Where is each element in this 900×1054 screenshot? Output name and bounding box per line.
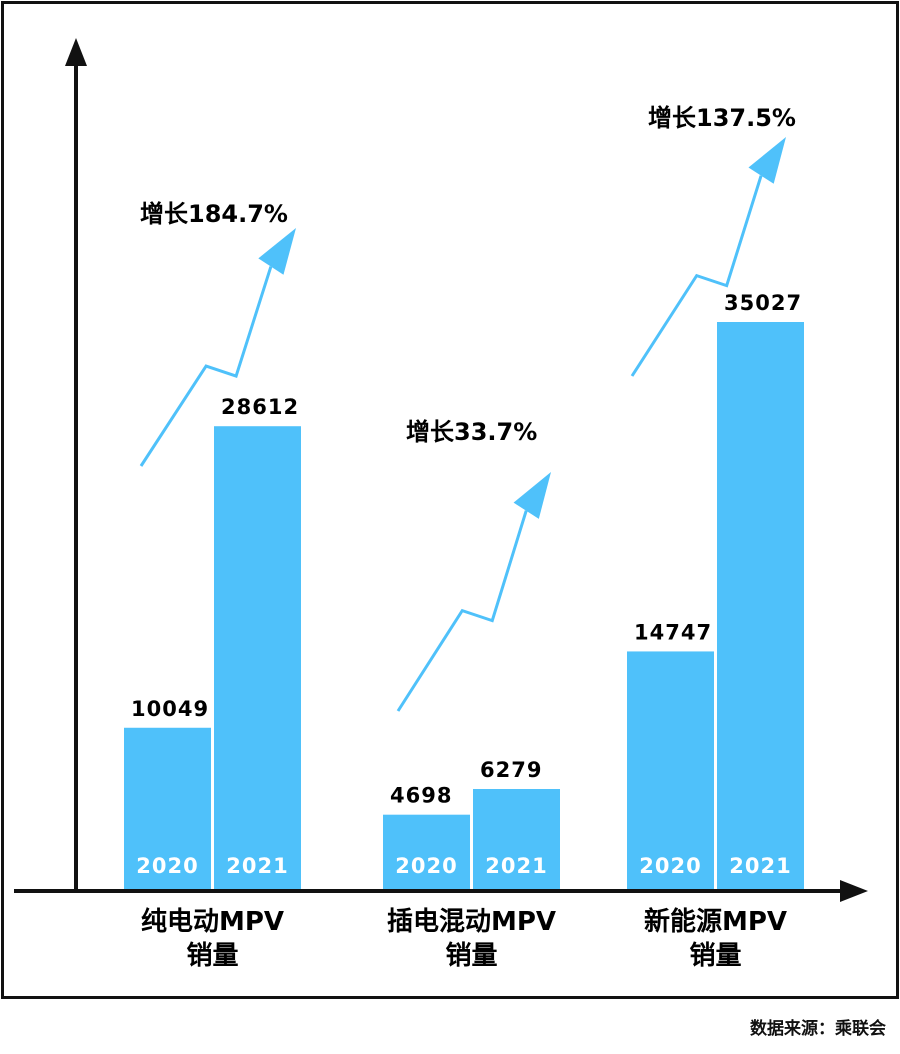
year-label-2020-2: 2020 xyxy=(395,854,457,878)
bar-2021-1 xyxy=(214,426,301,891)
growth-arrowhead-2 xyxy=(513,472,551,519)
year-label-2021-1: 2021 xyxy=(226,854,288,878)
year-label-2021-3: 2021 xyxy=(729,854,791,878)
category-label-3-line-1: 新能源MPV xyxy=(644,906,787,937)
category-label-1-line-2: 销量 xyxy=(186,941,238,971)
year-label-2020-3: 2020 xyxy=(639,854,701,878)
value-label-2021-3: 35027 xyxy=(724,291,802,315)
source-note: 数据来源：乘联会 xyxy=(750,1019,886,1039)
x-axis-arrowhead xyxy=(840,880,868,902)
category-label-2-line-2: 销量 xyxy=(445,941,497,971)
chart-frame xyxy=(1,1,899,999)
growth-arrow-3 xyxy=(630,175,763,377)
bar-2020-3 xyxy=(627,651,714,891)
bar-2020-1 xyxy=(124,727,211,891)
growth-arrow-1 xyxy=(139,266,273,467)
category-label-2-line-1: 插电混动MPV xyxy=(387,907,556,937)
category-label-3-line-2: 销量 xyxy=(689,941,741,971)
year-label-2021-2: 2021 xyxy=(485,854,547,878)
value-label-2021-1: 28612 xyxy=(221,395,299,419)
category-label-1-line-1: 纯电动MPV xyxy=(141,906,284,937)
growth-arrowhead-3 xyxy=(748,137,786,184)
growth-arrow-2 xyxy=(396,510,528,712)
value-label-2021-2: 6279 xyxy=(480,758,542,782)
growth-label-3: 增长137.5% xyxy=(648,104,796,132)
year-label-2020-1: 2020 xyxy=(136,854,198,878)
growth-label-2: 增长33.7% xyxy=(406,418,537,446)
value-label-2020-2: 4698 xyxy=(390,784,452,808)
bar-2021-3 xyxy=(717,322,804,891)
growth-label-1: 增长184.7% xyxy=(140,200,288,228)
bar-2021-2 xyxy=(473,789,560,891)
value-label-2020-1: 10049 xyxy=(131,697,209,721)
y-axis-arrowhead xyxy=(65,38,87,66)
bar-2020-2 xyxy=(383,814,470,891)
value-label-2020-3: 14747 xyxy=(634,620,712,644)
growth-arrowhead-1 xyxy=(258,228,296,275)
